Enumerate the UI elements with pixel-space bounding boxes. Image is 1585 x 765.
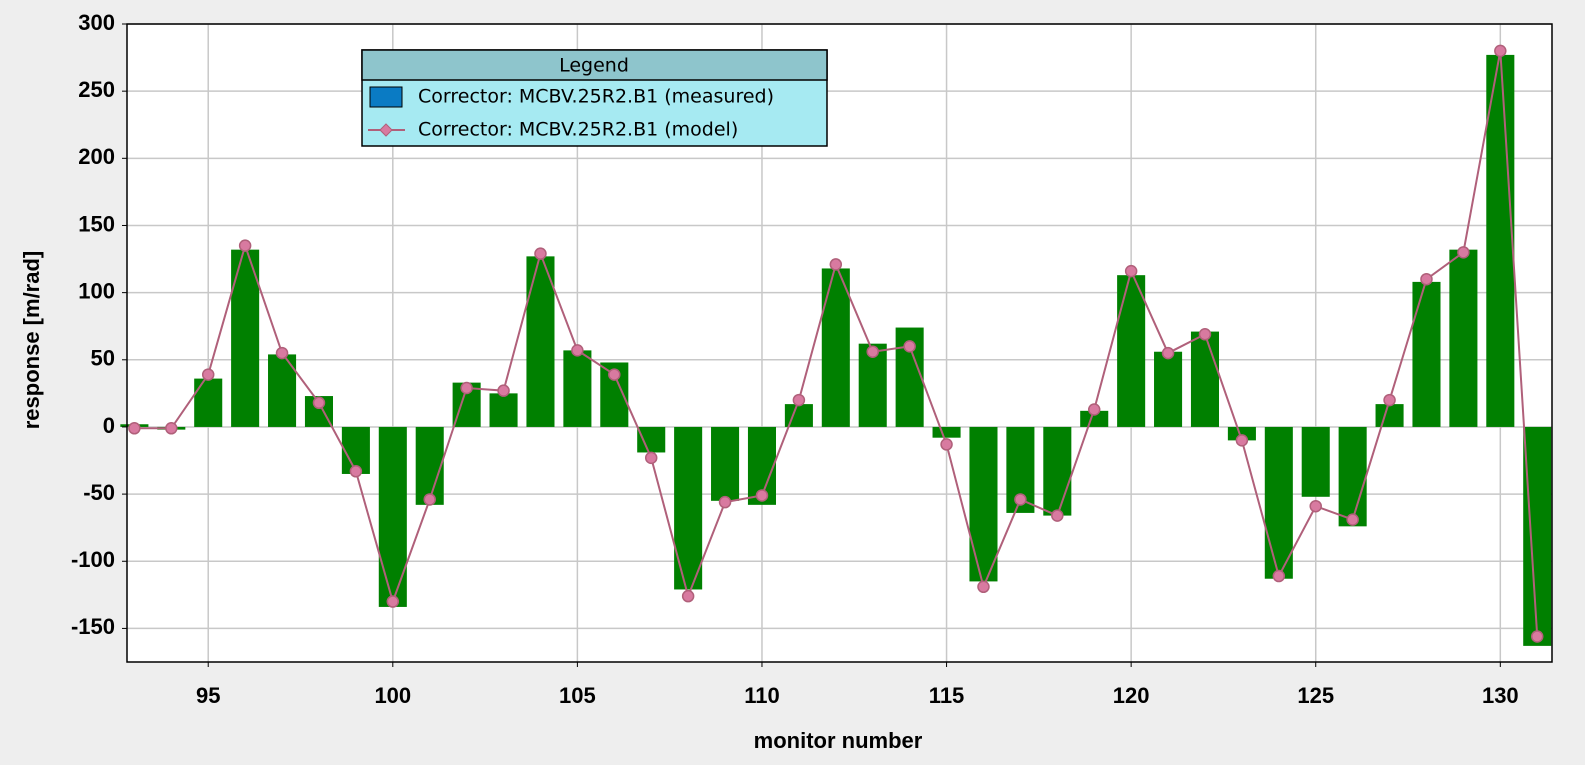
model-marker bbox=[571, 344, 584, 357]
y-tick-label: -100 bbox=[71, 547, 115, 572]
bar bbox=[821, 268, 850, 427]
model-marker bbox=[866, 345, 879, 358]
y-tick-label: 200 bbox=[78, 144, 115, 169]
plot-border bbox=[126, 23, 1553, 663]
model-marker bbox=[903, 340, 916, 353]
model-marker bbox=[1235, 434, 1249, 447]
model-marker bbox=[940, 438, 953, 451]
bar bbox=[563, 350, 592, 427]
model-marker bbox=[1457, 246, 1470, 259]
model-marker bbox=[1530, 630, 1544, 643]
y-tick-label: 300 bbox=[78, 10, 115, 35]
x-tick-label: 110 bbox=[744, 683, 780, 708]
y-tick-label: 50 bbox=[91, 346, 115, 371]
model-marker bbox=[644, 451, 658, 465]
y-tick-label: -150 bbox=[71, 614, 115, 639]
bar bbox=[1154, 351, 1183, 427]
model-marker bbox=[275, 346, 289, 360]
model-marker bbox=[201, 368, 215, 381]
bar bbox=[969, 426, 998, 582]
legend: Legend Corrector: MCBV.25R2.B1 (measured… bbox=[361, 49, 828, 147]
model-marker bbox=[534, 247, 547, 260]
model-marker bbox=[1494, 44, 1507, 58]
x-tick-label: 100 bbox=[374, 683, 411, 708]
bar bbox=[415, 426, 444, 505]
model-marker bbox=[681, 589, 695, 603]
model-marker bbox=[349, 465, 363, 478]
legend-label: Corrector: MCBV.25R2.B1 (model) bbox=[418, 119, 738, 141]
model-marker bbox=[755, 489, 769, 502]
bar bbox=[1043, 426, 1072, 516]
model-marker bbox=[423, 493, 436, 506]
model-marker bbox=[1014, 493, 1027, 506]
bar bbox=[1449, 249, 1478, 427]
bar bbox=[1486, 54, 1515, 427]
model-marker bbox=[1198, 328, 1212, 341]
bar bbox=[1375, 404, 1404, 427]
model-marker bbox=[1383, 393, 1396, 407]
bar bbox=[1080, 410, 1109, 427]
x-tick-label: 95 bbox=[196, 683, 220, 708]
model-marker bbox=[238, 239, 252, 252]
y-tick-label: -50 bbox=[83, 480, 115, 505]
legend-swatch bbox=[379, 123, 393, 137]
model-marker bbox=[1346, 513, 1359, 526]
model-marker bbox=[460, 381, 473, 395]
model-marker bbox=[128, 422, 141, 435]
model-marker bbox=[718, 495, 732, 509]
y-tick-label: 100 bbox=[78, 278, 115, 303]
bar bbox=[637, 426, 666, 453]
y-axis-title: response [m/rad] bbox=[19, 251, 44, 430]
x-tick-label: 130 bbox=[1482, 683, 1519, 708]
model-marker bbox=[608, 368, 621, 381]
bar bbox=[1338, 426, 1367, 527]
marks bbox=[120, 44, 1552, 646]
legend-title: Legend bbox=[559, 55, 629, 77]
x-tick-label: 125 bbox=[1297, 683, 1334, 708]
bar bbox=[784, 404, 813, 427]
y-tick-label: 250 bbox=[78, 77, 115, 102]
bar bbox=[1117, 275, 1146, 427]
model-marker bbox=[165, 422, 178, 435]
legend-label: Corrector: MCBV.25R2.B1 (measured) bbox=[418, 86, 774, 108]
bar bbox=[1227, 426, 1256, 441]
model-marker bbox=[1051, 509, 1064, 522]
legend-header bbox=[361, 49, 828, 81]
model-marker bbox=[1161, 346, 1175, 360]
y-tick-label: 150 bbox=[78, 211, 115, 236]
x-axis-title: monitor number bbox=[754, 728, 923, 753]
model-marker bbox=[1309, 499, 1322, 513]
model-marker bbox=[792, 393, 806, 407]
model-marker bbox=[497, 384, 510, 397]
x-tick-label: 120 bbox=[1113, 683, 1150, 708]
model-marker bbox=[312, 396, 326, 410]
model-marker bbox=[386, 595, 400, 608]
y-tick-label: 0 bbox=[103, 413, 115, 438]
model-marker bbox=[1272, 569, 1286, 583]
model-marker bbox=[977, 580, 990, 594]
model-marker bbox=[1087, 403, 1101, 416]
model-marker bbox=[1420, 272, 1433, 286]
grid bbox=[127, 23, 1552, 662]
x-tick-label: 115 bbox=[929, 683, 965, 708]
bar bbox=[674, 426, 703, 590]
bar bbox=[378, 426, 407, 607]
ticks: -150 -100 -50 0 50 100 150 200 250 300 95 100 105 110… bbox=[71, 10, 1519, 708]
bar bbox=[711, 426, 740, 501]
legend-swatch bbox=[369, 86, 403, 108]
x-tick-label: 105 bbox=[559, 683, 596, 708]
bar bbox=[1190, 331, 1220, 427]
bar bbox=[489, 393, 518, 427]
bar bbox=[194, 378, 223, 427]
model-marker bbox=[1124, 264, 1138, 278]
model-marker bbox=[829, 258, 843, 271]
bar bbox=[1301, 426, 1330, 497]
bar bbox=[1264, 426, 1293, 579]
bar bbox=[1412, 281, 1441, 427]
bar bbox=[932, 426, 961, 438]
bar bbox=[1523, 426, 1552, 646]
